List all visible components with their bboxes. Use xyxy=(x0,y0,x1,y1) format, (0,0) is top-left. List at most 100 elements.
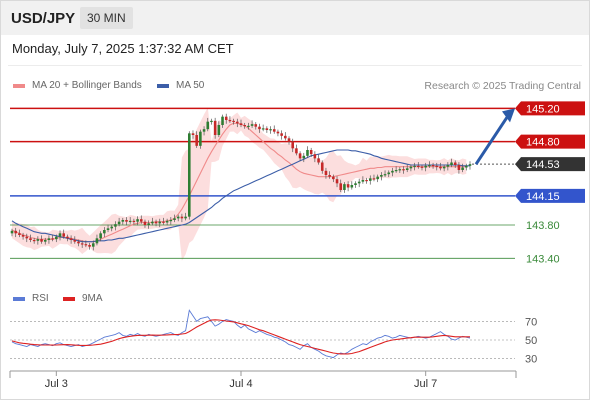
candle-body xyxy=(184,216,187,219)
candle-body xyxy=(236,121,239,124)
candle-body xyxy=(158,221,162,224)
candle-body xyxy=(176,216,180,219)
candle-body xyxy=(232,120,235,123)
ma20-swatch-icon xyxy=(13,83,25,88)
candle-body xyxy=(40,239,43,242)
rsi-tick-label-50: 50 xyxy=(525,335,537,347)
candle-body xyxy=(258,126,261,130)
candle-body xyxy=(254,124,258,127)
candle-body xyxy=(332,176,335,180)
candle-body xyxy=(295,148,298,154)
candle-body xyxy=(354,183,357,185)
candle-body xyxy=(169,220,173,222)
candle-body xyxy=(261,128,265,130)
candle-body xyxy=(202,129,206,132)
candle-body xyxy=(117,221,121,225)
candle-body xyxy=(199,131,202,146)
legend-ma20-label: MA 20 + Bollinger Bands xyxy=(32,80,142,91)
candle-body xyxy=(25,236,29,239)
candle-body xyxy=(99,233,102,239)
candle-body xyxy=(357,181,361,184)
candle-body xyxy=(391,170,394,173)
candle-body xyxy=(58,233,62,237)
rsi-tick-label-30: 30 xyxy=(525,354,537,366)
candle-body xyxy=(21,235,25,237)
candle-body xyxy=(313,154,317,159)
candle-body xyxy=(32,240,36,242)
candle-body xyxy=(291,141,295,149)
candle-body xyxy=(47,238,51,240)
level-label-144.15: 144.15 xyxy=(526,191,560,203)
candle-body xyxy=(272,129,276,132)
candle-body xyxy=(298,153,302,159)
candle-body xyxy=(62,233,66,237)
candle-body xyxy=(368,178,372,181)
candle-body xyxy=(306,150,309,156)
candle-body xyxy=(128,220,132,223)
legend-ma50-label: MA 50 xyxy=(176,80,205,91)
candle-body xyxy=(206,121,210,130)
candle-body xyxy=(424,165,427,168)
candle-body xyxy=(343,184,346,190)
candle-body xyxy=(302,155,306,159)
legend-rsi: RSI xyxy=(13,293,49,304)
datetime-label: Monday, July 7, 2025 1:37:32 AM CET xyxy=(12,41,234,56)
candle-body xyxy=(269,129,272,131)
chart-header: USD/JPY 30 MIN xyxy=(1,1,589,35)
candle-body xyxy=(88,245,91,247)
candle-body xyxy=(394,170,398,172)
candle-body xyxy=(43,240,47,242)
candle-body xyxy=(457,165,461,170)
candle-body xyxy=(73,240,77,242)
candle-body xyxy=(136,219,139,222)
candle-body xyxy=(195,135,198,146)
candle-body xyxy=(95,238,99,244)
ma50-swatch-icon xyxy=(157,83,169,88)
bollinger-band xyxy=(12,107,467,261)
candle-body xyxy=(309,150,313,155)
candle-body xyxy=(372,178,376,180)
level-tag-144.53 xyxy=(515,157,585,172)
candle-body xyxy=(247,125,250,128)
candle-body xyxy=(77,241,80,244)
timeframe-button[interactable]: 30 MIN xyxy=(80,7,133,29)
candle-body xyxy=(405,168,409,170)
candle-body xyxy=(180,216,184,219)
ma50-line xyxy=(11,149,470,243)
candle-body xyxy=(402,169,405,171)
candle-body xyxy=(243,125,246,127)
candle-body xyxy=(162,221,165,223)
legend-rsi-label: RSI xyxy=(32,293,49,304)
candle-body xyxy=(143,221,147,225)
candle-body xyxy=(320,162,324,171)
rsi-tick-label-70: 70 xyxy=(525,316,537,328)
candle-body xyxy=(103,230,106,234)
candle-body xyxy=(420,166,424,168)
candle-body xyxy=(468,164,472,166)
candle-body xyxy=(36,239,40,241)
candle-body xyxy=(439,166,442,169)
candle-body xyxy=(465,165,468,168)
candle-body xyxy=(18,233,21,235)
candle-body xyxy=(324,170,328,175)
symbol-title: USD/JPY xyxy=(11,10,76,27)
candle-body xyxy=(239,123,243,125)
candle-body xyxy=(453,162,457,165)
candle-body xyxy=(14,230,17,234)
x-axis-tick-label: Jul 7 xyxy=(414,378,437,390)
candle-body xyxy=(380,175,383,177)
candle-body xyxy=(191,133,195,135)
candle-body xyxy=(154,221,158,224)
forecast-arrow-shaft xyxy=(474,116,509,165)
candle-body xyxy=(335,179,339,184)
candle-body xyxy=(213,120,217,135)
candle-body xyxy=(217,125,221,135)
candle-body xyxy=(139,219,143,222)
legend-ma20: MA 20 + Bollinger Bands xyxy=(13,80,142,91)
level-label-144.80: 144.80 xyxy=(526,137,560,149)
candle-body xyxy=(446,165,450,167)
candle-body xyxy=(125,220,128,222)
candle-body xyxy=(51,238,54,240)
